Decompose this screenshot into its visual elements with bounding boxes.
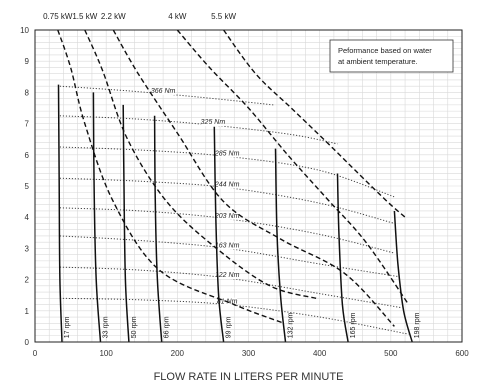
speed-curve bbox=[274, 148, 287, 343]
speed-curve bbox=[57, 84, 63, 343]
speed-curves: 17 rpm 33 rpm 50 rpm 66 rpm 99 rpm 132 rpm 165… bbox=[57, 84, 421, 343]
speed-label: 99 rpm bbox=[226, 316, 233, 338]
x-tick-label: 200 bbox=[171, 349, 185, 358]
power-label: 5.5 kW bbox=[211, 12, 236, 21]
speed-label: 50 rpm bbox=[131, 316, 138, 338]
torque-label-bg bbox=[201, 118, 225, 127]
power-curves: 0.75 kW 1.5 kW 2.2 kW 4 kW 5.5 kW bbox=[43, 12, 410, 327]
y-tick-label: 2 bbox=[25, 276, 30, 285]
y-tick-label: 4 bbox=[25, 213, 30, 222]
torque-label: 203 Nm bbox=[214, 213, 240, 220]
torque-curve bbox=[59, 297, 409, 335]
torque-label: 285 Nm bbox=[214, 150, 240, 157]
power-curve bbox=[57, 29, 285, 324]
speed-curve bbox=[92, 92, 102, 343]
torque-label-bg bbox=[215, 271, 239, 280]
torque-label: 244 Nm bbox=[214, 182, 240, 189]
annotation-line-2: at ambient temperature. bbox=[338, 57, 418, 66]
speed-label: 165 rpm bbox=[350, 312, 357, 338]
speed-curve bbox=[336, 173, 349, 343]
torque-label: 122 Nm bbox=[215, 272, 240, 279]
y-tick-label: 10 bbox=[20, 26, 29, 35]
y-tick-labels: 0 1 2 3 4 5 6 7 8 9 10 bbox=[20, 26, 29, 347]
speed-label: 198 rpm bbox=[414, 312, 421, 338]
y-tick-label: 0 bbox=[25, 338, 30, 347]
power-label: 4 kW bbox=[168, 12, 187, 21]
torque-label-bg bbox=[151, 86, 175, 95]
x-tick-label: 600 bbox=[455, 349, 469, 358]
power-curve bbox=[112, 29, 395, 327]
chart-grid bbox=[34, 29, 463, 343]
torque-curve bbox=[59, 177, 395, 224]
y-tick-label: 1 bbox=[25, 307, 30, 316]
x-tick-label: 500 bbox=[384, 349, 398, 358]
speed-label: 17 rpm bbox=[64, 316, 71, 338]
torque-label: 366 Nm bbox=[151, 88, 176, 95]
speed-label: 66 rpm bbox=[164, 316, 171, 338]
torque-label: 325 Nm bbox=[201, 119, 226, 126]
y-tick-label: 8 bbox=[25, 88, 30, 97]
torque-label-bg bbox=[215, 149, 239, 158]
torque-curve bbox=[59, 146, 395, 198]
x-tick-labels: 0 100 200 300 400 500 600 bbox=[33, 349, 469, 358]
power-curve bbox=[176, 29, 410, 305]
power-curve bbox=[223, 29, 406, 218]
torque-curve bbox=[59, 207, 395, 254]
torque-curve bbox=[59, 266, 402, 309]
speed-curve bbox=[393, 210, 413, 343]
annotation-line-1: Peformance based on water bbox=[338, 46, 432, 55]
y-tick-label: 9 bbox=[25, 57, 30, 66]
y-tick-label: 3 bbox=[25, 244, 30, 253]
torque-label-bg bbox=[215, 241, 239, 250]
y-tick-label: 6 bbox=[25, 151, 30, 160]
torque-label-bg bbox=[215, 211, 239, 220]
speed-curve bbox=[153, 115, 163, 343]
speed-curve bbox=[122, 104, 130, 343]
speed-label: 33 rpm bbox=[102, 316, 109, 338]
power-label: 2.2 kW bbox=[101, 12, 126, 21]
x-axis-label: FLOW RATE IN LITERS PER MINUTE bbox=[154, 371, 344, 383]
x-tick-label: 400 bbox=[313, 349, 327, 358]
y-tick-label: 7 bbox=[25, 120, 30, 129]
speed-label: 132 rpm bbox=[288, 312, 295, 338]
power-label: 1.5 kW bbox=[72, 12, 97, 21]
speed-curve bbox=[213, 126, 225, 343]
torque-label: 163 Nm bbox=[215, 242, 240, 249]
power-curve bbox=[84, 29, 317, 299]
y-tick-label: 5 bbox=[25, 182, 30, 191]
x-tick-label: 100 bbox=[99, 349, 113, 358]
annotation-frame bbox=[329, 39, 454, 73]
power-label: 0.75 kW bbox=[43, 12, 73, 21]
x-tick-label: 300 bbox=[242, 349, 256, 358]
torque-label-bg bbox=[215, 180, 239, 189]
x-tick-label: 0 bbox=[33, 349, 38, 358]
annotation-box: Peformance based on water at ambient tem… bbox=[329, 39, 454, 73]
plot-frame bbox=[34, 29, 463, 343]
